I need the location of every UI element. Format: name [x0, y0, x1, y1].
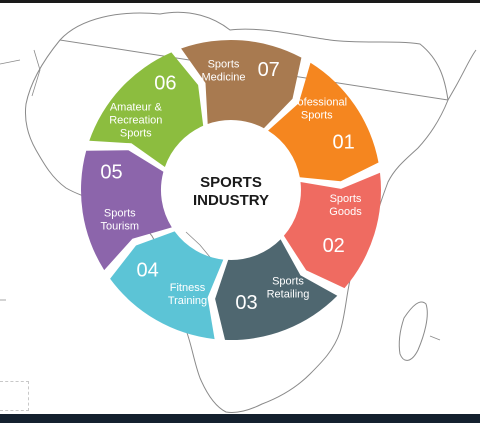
segment-label-sports-tourism-line1: Sports [104, 208, 136, 220]
coastline-detail [0, 49, 441, 341]
center-label: SPORTS INDUSTRY [193, 174, 269, 209]
segment-label-amateur-recreation-sports-line1: Amateur & [110, 102, 163, 114]
segment-shape-sports-retailing [215, 239, 338, 341]
segment-shape-fitness-training [110, 231, 224, 340]
segment-label-sports-goods-line1: Sports [330, 193, 362, 205]
segment-shape-amateur-recreation-sports [89, 52, 204, 167]
center-title-line2: INDUSTRY [193, 192, 269, 209]
segment-label-sports-medicine-line1: Sports [208, 59, 240, 71]
segment-label-sports-retailing-line1: Sports [272, 276, 304, 288]
segment-label-sports-medicine-line2: Medicine [201, 72, 245, 84]
madagascar-outline [398, 301, 428, 361]
segment-label-professional-sports-line2: Sports [301, 110, 333, 122]
segment-label-fitness-training-line2: Training [168, 295, 207, 307]
segment-label-professional-sports-line1: Professional [287, 97, 348, 109]
segment-label-sports-retailing-line2: Retailing [267, 289, 310, 301]
segment-shape-professional-sports [268, 62, 379, 182]
segment-shape-sports-tourism [80, 150, 172, 271]
segment-number-amateur-recreation-sports: 06 [154, 73, 176, 95]
segment-label-amateur-recreation-sports-line3: Sports [120, 128, 152, 140]
segment-number-sports-medicine: 07 [258, 59, 280, 81]
segment-number-professional-sports: 01 [332, 131, 354, 153]
top-rule [0, 0, 480, 3]
center-title-line1: SPORTS [200, 174, 262, 191]
segment-label-sports-tourism-line2: Tourism [101, 221, 140, 233]
dashed-placeholder-box [0, 381, 29, 411]
segment-number-sports-retailing: 03 [235, 292, 257, 314]
cycle-ring: ProfessionalSports01SportsGoods02SportsR… [80, 39, 381, 341]
segment-label-sports-goods-line2: Goods [329, 206, 362, 218]
segment-label-fitness-training-line1: Fitness [170, 282, 206, 294]
segment-number-sports-goods: 02 [323, 235, 345, 257]
segment-label-amateur-recreation-sports-line2: Recreation [109, 115, 162, 127]
segment-shape-sports-goods [283, 172, 381, 289]
segment-number-fitness-training: 04 [136, 259, 158, 281]
segment-shape-sports-medicine [181, 39, 302, 129]
bottom-bar [0, 414, 480, 423]
segment-number-sports-tourism: 05 [100, 162, 122, 184]
